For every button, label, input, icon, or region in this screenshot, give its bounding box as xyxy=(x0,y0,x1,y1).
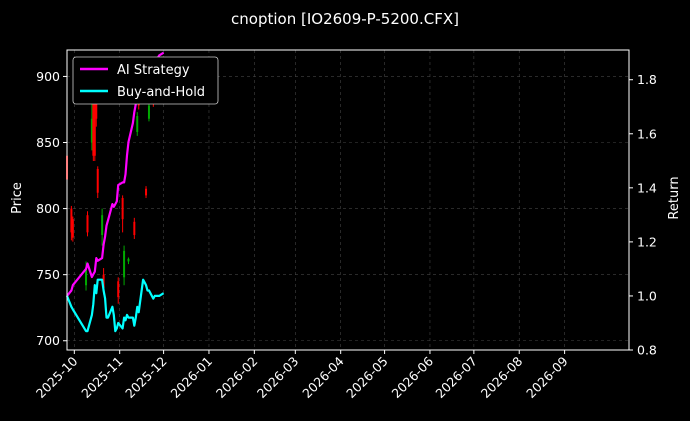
y-right-tick-label-0.8: 0.8 xyxy=(637,343,657,358)
series-line-buy-and-hold xyxy=(65,278,165,333)
candle-body xyxy=(145,188,148,196)
candle-body xyxy=(117,281,120,298)
y-left-tick-label-900: 900 xyxy=(36,69,60,84)
plot-frame xyxy=(66,49,630,351)
y-axis-label-right: Return xyxy=(667,176,682,219)
y-left-tick-label-800: 800 xyxy=(36,201,60,216)
candle-body xyxy=(102,274,105,288)
candle-body xyxy=(90,118,93,143)
y-right-tick-label-1.2: 1.2 xyxy=(637,234,657,249)
y-ticks-left: 700 750 800 850 900 xyxy=(36,69,67,348)
candle-body xyxy=(147,105,150,119)
candle-body xyxy=(95,102,98,119)
candle-body xyxy=(101,215,104,236)
y-right-tick-label-1.8: 1.8 xyxy=(637,72,657,87)
candle-body xyxy=(96,168,99,193)
y-right-tick-label-1.6: 1.6 xyxy=(637,126,657,141)
legend-label-ai-strategy: AI Strategy xyxy=(117,63,190,78)
candle-body xyxy=(92,96,95,156)
y-right-tick-label-1: 1.0 xyxy=(637,288,657,303)
legend-label-buy-and-hold: Buy-and-Hold xyxy=(117,85,205,100)
candle-body xyxy=(133,221,136,236)
candle-body xyxy=(93,83,96,156)
legend: AI Strategy Buy-and-Hold xyxy=(72,56,219,105)
candle-body xyxy=(121,198,124,220)
y-left-tick-label-750: 750 xyxy=(36,267,60,282)
candle-body xyxy=(70,208,73,233)
candle-body xyxy=(71,219,74,238)
candle-body xyxy=(85,269,88,286)
chart-title: cnoption [IO2609-P-5200.CFX] xyxy=(231,10,459,28)
candle-body xyxy=(127,258,130,262)
y-left-tick-label-850: 850 xyxy=(36,135,60,150)
y-axis-label-left: Price xyxy=(10,182,25,214)
y-ticks-right: 0.8 1.0 1.2 1.4 1.6 1.8 xyxy=(629,72,657,358)
y-right-tick-label-1.4: 1.4 xyxy=(637,180,657,195)
candle-body xyxy=(136,116,139,132)
candle-body xyxy=(86,215,89,233)
candle-body xyxy=(123,250,126,278)
legend-box xyxy=(72,56,219,105)
y-left-tick-label-700: 700 xyxy=(36,333,60,348)
